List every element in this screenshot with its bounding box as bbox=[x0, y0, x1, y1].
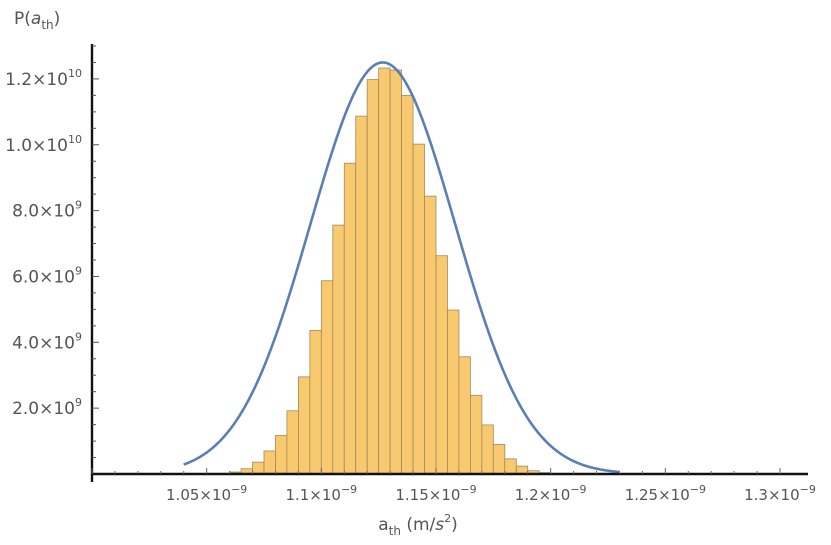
gaussian-fit-curve bbox=[183, 61, 620, 474]
histogram-bar-4 bbox=[252, 461, 265, 475]
x-tick-label: 1.3×10−9 bbox=[744, 483, 816, 504]
y-tick-label: 6.0×109 bbox=[12, 264, 82, 287]
histogram-bar-22 bbox=[458, 356, 471, 475]
x-tick-label: 1.2×10−9 bbox=[515, 483, 587, 504]
histogram-bar-12 bbox=[343, 162, 357, 475]
y-tick-label: 4.0×109 bbox=[12, 330, 82, 353]
histogram-bar-5 bbox=[263, 450, 276, 475]
histogram-bar-21 bbox=[447, 309, 460, 475]
histogram-bar-16 bbox=[389, 69, 403, 475]
histogram-bar-13 bbox=[355, 115, 368, 475]
y-tick-label: 1.0×1010 bbox=[5, 133, 82, 156]
histogram-bar-10 bbox=[320, 280, 334, 475]
histogram-bar-11 bbox=[332, 224, 345, 475]
x-tick-label: 1.25×10−9 bbox=[625, 483, 706, 504]
histogram-bar-18 bbox=[412, 143, 425, 475]
histogram-bar-23 bbox=[469, 394, 483, 475]
histogram-bar-7 bbox=[286, 410, 299, 475]
x-tick-label: 1.15×10−9 bbox=[395, 483, 476, 504]
y-axis-label: P(ath) bbox=[14, 9, 60, 32]
x-tick-labels: 1.05×10−9 1.1×10−9 1.15×10−9 1.2×10−9 1.25×1… bbox=[166, 483, 816, 504]
y-tick-label: 8.0×109 bbox=[12, 199, 82, 222]
histogram-bar-26 bbox=[504, 458, 517, 475]
histogram-bar-8 bbox=[297, 376, 311, 475]
x-tick-label: 1.05×10−9 bbox=[166, 483, 247, 504]
y-tick-label: 1.2×1010 bbox=[5, 67, 82, 90]
histogram-bar-19 bbox=[424, 195, 437, 475]
histogram-bar-6 bbox=[275, 435, 288, 475]
axes bbox=[90, 44, 808, 482]
histogram-bar-17 bbox=[401, 94, 414, 475]
histogram-bar-24 bbox=[481, 424, 494, 475]
x-tick-label: 1.1×10−9 bbox=[285, 483, 357, 504]
y-tick-labels: 2.0×109 4.0×109 6.0×109 8.0×109 1.0×1010 1.2×… bbox=[5, 67, 82, 419]
histogram-bars bbox=[206, 67, 552, 475]
histogram-bar-9 bbox=[309, 330, 322, 475]
x-axis-label: ath (m/s2) bbox=[378, 512, 458, 538]
y-tick-label: 2.0×109 bbox=[12, 396, 82, 419]
histogram-bar-20 bbox=[435, 255, 448, 475]
histogram-bar-15 bbox=[378, 67, 391, 475]
histogram-bar-14 bbox=[366, 79, 380, 475]
histogram-bar-25 bbox=[492, 443, 506, 475]
